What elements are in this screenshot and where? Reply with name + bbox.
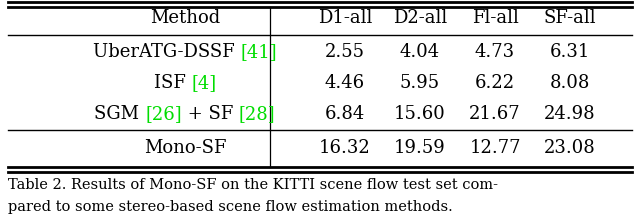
Text: Table 2. Results of Mono-SF on the KITTI scene flow test set com-: Table 2. Results of Mono-SF on the KITTI… bbox=[8, 178, 498, 192]
Text: 21.67: 21.67 bbox=[469, 105, 521, 123]
Text: 2.55: 2.55 bbox=[325, 43, 365, 61]
Text: ISF: ISF bbox=[154, 74, 191, 92]
Text: + SF: + SF bbox=[182, 105, 239, 123]
Text: Fl-all: Fl-all bbox=[472, 9, 518, 27]
Text: 24.98: 24.98 bbox=[544, 105, 596, 123]
Text: [26]: [26] bbox=[145, 105, 182, 123]
Text: [41]: [41] bbox=[241, 43, 277, 61]
Text: 4.46: 4.46 bbox=[325, 74, 365, 92]
Text: 19.59: 19.59 bbox=[394, 139, 446, 157]
Text: 12.77: 12.77 bbox=[469, 139, 521, 157]
Text: Method: Method bbox=[150, 9, 220, 27]
Text: 8.08: 8.08 bbox=[550, 74, 590, 92]
Text: 4.04: 4.04 bbox=[400, 43, 440, 61]
Text: Mono-SF: Mono-SF bbox=[144, 139, 227, 157]
Text: 6.84: 6.84 bbox=[325, 105, 365, 123]
Text: 4.73: 4.73 bbox=[475, 43, 515, 61]
Text: 16.32: 16.32 bbox=[319, 139, 371, 157]
Text: [28]: [28] bbox=[239, 105, 276, 123]
Text: 6.31: 6.31 bbox=[550, 43, 590, 61]
Text: D1-all: D1-all bbox=[318, 9, 372, 27]
Text: SGM: SGM bbox=[95, 105, 145, 123]
Text: SF-all: SF-all bbox=[544, 9, 596, 27]
Text: 5.95: 5.95 bbox=[400, 74, 440, 92]
Text: 23.08: 23.08 bbox=[544, 139, 596, 157]
Text: 6.22: 6.22 bbox=[475, 74, 515, 92]
Text: pared to some stereo-based scene flow estimation methods.: pared to some stereo-based scene flow es… bbox=[8, 200, 452, 214]
Text: 15.60: 15.60 bbox=[394, 105, 446, 123]
Text: UberATG-DSSF: UberATG-DSSF bbox=[93, 43, 241, 61]
Text: [4]: [4] bbox=[191, 74, 216, 92]
Text: D2-all: D2-all bbox=[393, 9, 447, 27]
